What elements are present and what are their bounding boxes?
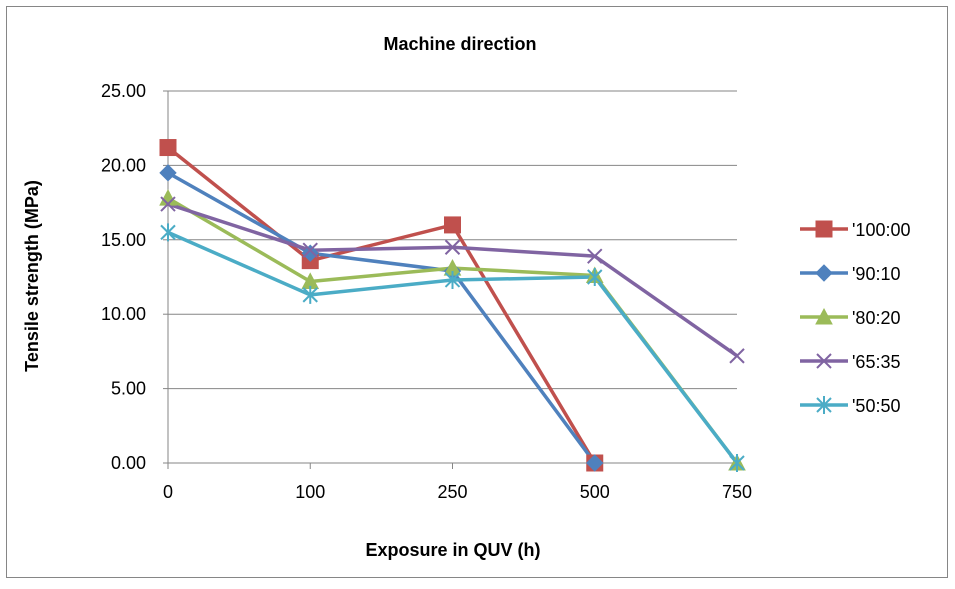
data-point-series-4 — [302, 242, 318, 258]
y-tick-label: 20.00 — [101, 155, 146, 175]
series-markers — [159, 139, 746, 472]
data-point-series-2 — [301, 244, 319, 262]
data-point-series-4 — [729, 348, 745, 364]
legend-swatch-marker — [815, 220, 833, 238]
data-point-series-4 — [587, 248, 603, 264]
legend-swatch-marker — [816, 353, 832, 369]
legend-label: '65:35 — [852, 352, 900, 372]
y-tick-label: 0.00 — [111, 453, 146, 473]
data-point-series-1 — [159, 139, 177, 157]
axes: 0.00 5.00 10.00 15.00 20.00 25.00 0 100 250 500 75… — [101, 81, 752, 502]
x-tick-label: 100 — [295, 482, 325, 502]
legend: '100:00 '90:10 '80:20 '65:35 '50:50 — [800, 220, 911, 416]
chart-title: Machine direction — [383, 34, 536, 54]
legend-label: '50:50 — [852, 396, 900, 416]
data-point-series-5 — [729, 454, 745, 472]
legend-label: '80:20 — [852, 308, 900, 328]
data-point-series-2 — [586, 454, 604, 472]
y-tick-label: 15.00 — [101, 230, 146, 250]
data-point-series-4 — [444, 239, 461, 255]
x-tick-label: 250 — [437, 482, 467, 502]
data-point-series-5 — [444, 270, 461, 289]
series-line-2 — [167, 171, 597, 465]
data-point-series-5 — [160, 223, 176, 242]
legend-swatch-marker — [816, 396, 832, 414]
data-point-series-5 — [302, 285, 318, 304]
x-tick-label: 750 — [722, 482, 752, 502]
series-line-1 — [166, 146, 597, 464]
gridlines — [168, 90, 737, 390]
y-axis-label: Tensile strength (MPa) — [22, 180, 42, 372]
data-point-series-4 — [160, 196, 176, 212]
data-point-series-1 — [444, 216, 461, 234]
x-tick-label: 500 — [580, 482, 610, 502]
legend-swatch-marker — [815, 264, 833, 282]
x-tick-label: 0 — [163, 482, 173, 502]
y-tick-label: 25.00 — [101, 81, 146, 101]
legend-label: '90:10 — [852, 264, 900, 284]
data-point-series-5 — [587, 268, 603, 286]
y-tick-label: 5.00 — [111, 379, 146, 399]
x-axis-label: Exposure in QUV (h) — [365, 540, 540, 560]
legend-swatch-marker — [815, 307, 833, 325]
legend-label: '100:00 — [852, 220, 911, 240]
chart-border — [6, 6, 948, 578]
y-tick-label: 10.00 — [101, 304, 146, 324]
data-point-series-2 — [159, 164, 177, 182]
